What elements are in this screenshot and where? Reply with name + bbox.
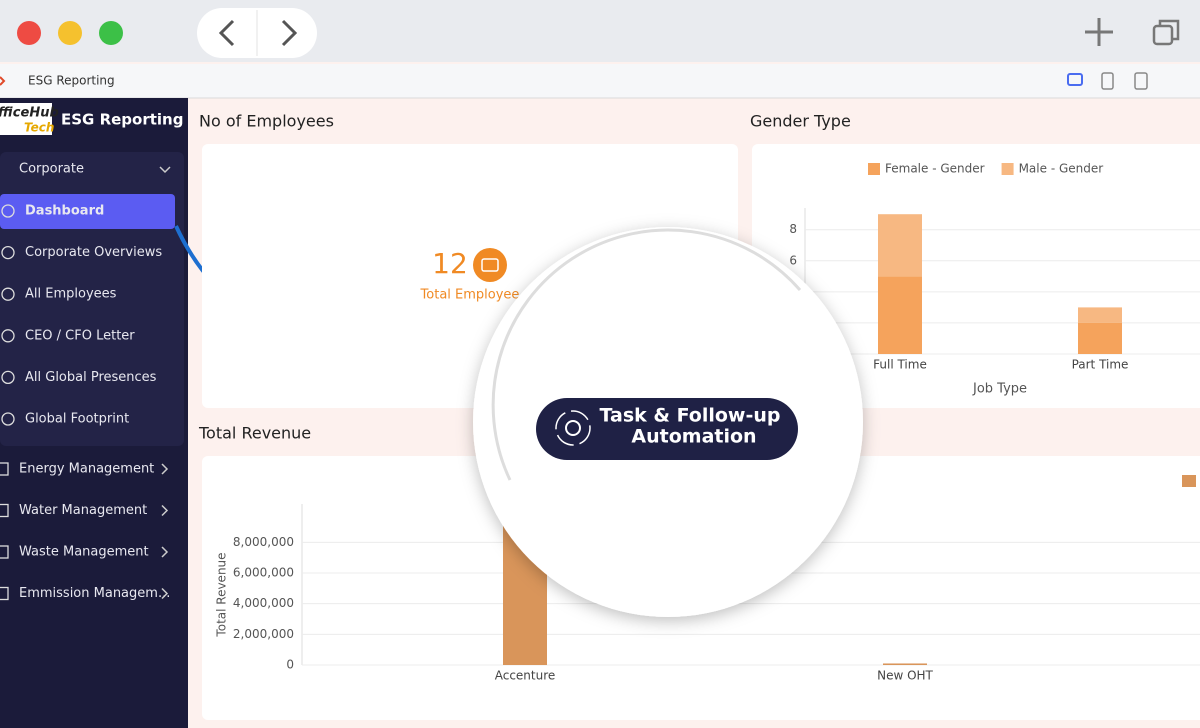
legend-label[interactable]: Female - Gender xyxy=(885,162,985,176)
menu-icon xyxy=(1,412,15,426)
bar-segment xyxy=(1078,307,1122,323)
menu-icon xyxy=(1,370,15,385)
menu-icon xyxy=(1,245,15,260)
chevron xyxy=(161,463,169,475)
logo-text: Tech xyxy=(24,121,54,135)
menu-icon xyxy=(0,503,9,518)
close-button[interactable] xyxy=(17,21,41,45)
employee-label: Total Employee xyxy=(420,288,520,303)
y-tick-label: 4,000,000 xyxy=(233,596,294,610)
menu-item[interactable]: Global Footprint xyxy=(25,412,129,427)
panel-title: No of Employees xyxy=(199,112,334,131)
y-tick-label: 8 xyxy=(789,222,797,236)
card-icon xyxy=(481,258,499,272)
tab-bar xyxy=(0,64,1200,98)
x-tick-label: Accenture xyxy=(495,669,556,683)
bar xyxy=(883,663,927,665)
legend-swatch xyxy=(1182,475,1196,487)
menu-icon xyxy=(0,462,9,476)
bar-segment xyxy=(1078,322,1122,354)
badge-icon xyxy=(555,410,591,446)
tab-title[interactable]: ESG Reporting xyxy=(28,74,115,88)
minimize-button[interactable] xyxy=(58,21,82,45)
zoom-button[interactable] xyxy=(99,21,123,45)
chevron xyxy=(161,504,169,517)
legend-swatch xyxy=(868,163,880,175)
y-tick-label: 6 xyxy=(789,253,797,267)
x-axis-label: Job Type xyxy=(972,382,1027,397)
badge-icon xyxy=(565,420,581,436)
y-tick-label: 8,000,000 xyxy=(233,535,294,549)
x-tick-label: Full Time xyxy=(873,358,927,372)
desktop-view[interactable] xyxy=(1067,73,1083,86)
menu-item[interactable]: Dashboard xyxy=(25,204,104,219)
bar-segment xyxy=(878,214,922,277)
mobile-view[interactable] xyxy=(1134,72,1148,90)
menu-icon xyxy=(1,204,15,218)
y-axis-label: Total Revenue xyxy=(215,552,229,637)
badge-text: Automation xyxy=(631,426,756,448)
bar-segment xyxy=(878,276,922,354)
back-button[interactable] xyxy=(218,19,235,47)
menu-icon xyxy=(1,329,15,343)
panel-title: Gender Type xyxy=(750,112,851,131)
panel-title: Total Revenue xyxy=(198,424,311,443)
menu-item[interactable]: Emmission Managem... xyxy=(19,586,170,601)
menu-item[interactable]: Energy Management xyxy=(19,462,154,477)
badge-text: Task & Follow-up xyxy=(600,405,781,427)
forward-button[interactable] xyxy=(281,19,298,47)
menu-icon xyxy=(0,545,9,559)
menu-item[interactable]: All Employees xyxy=(25,287,117,302)
logo-text: fficeHub xyxy=(0,106,59,121)
chevron xyxy=(161,546,169,558)
menu-item[interactable]: All Global Presences xyxy=(25,370,157,385)
tabs-button[interactable] xyxy=(1152,19,1180,46)
menu-item[interactable]: Corporate Overviews xyxy=(25,245,162,260)
employee-count: 12 xyxy=(432,247,468,280)
chevron xyxy=(159,166,171,174)
menu-item[interactable]: CEO / CFO Letter xyxy=(25,328,135,343)
favicon xyxy=(0,76,6,86)
automation-badge[interactable] xyxy=(536,398,798,460)
new-tab-button[interactable] xyxy=(1085,18,1113,46)
legend-label[interactable]: Male - Gender xyxy=(1019,162,1104,176)
x-tick-label: New OHT xyxy=(877,669,933,683)
menu-group-title[interactable]: Corporate xyxy=(19,162,84,177)
menu-icon xyxy=(0,586,9,601)
card-icon xyxy=(473,248,507,282)
y-tick-label: 2,000,000 xyxy=(233,627,294,641)
x-tick-label: Part Time xyxy=(1072,358,1129,372)
logo xyxy=(0,103,52,135)
menu-item[interactable]: Waste Management xyxy=(19,545,149,560)
y-tick-label: 6,000,000 xyxy=(233,566,294,580)
title-bar xyxy=(0,0,1200,62)
menu-item[interactable]: Water Management xyxy=(19,503,147,518)
legend-swatch xyxy=(1001,163,1014,175)
active-item xyxy=(0,194,175,229)
y-tick-label: 0 xyxy=(286,658,294,672)
overlay-ring xyxy=(491,228,802,481)
menu-icon xyxy=(1,287,15,301)
brand: ESG Reporting xyxy=(61,111,183,129)
chevron xyxy=(161,587,169,600)
tablet-view[interactable] xyxy=(1101,72,1114,90)
